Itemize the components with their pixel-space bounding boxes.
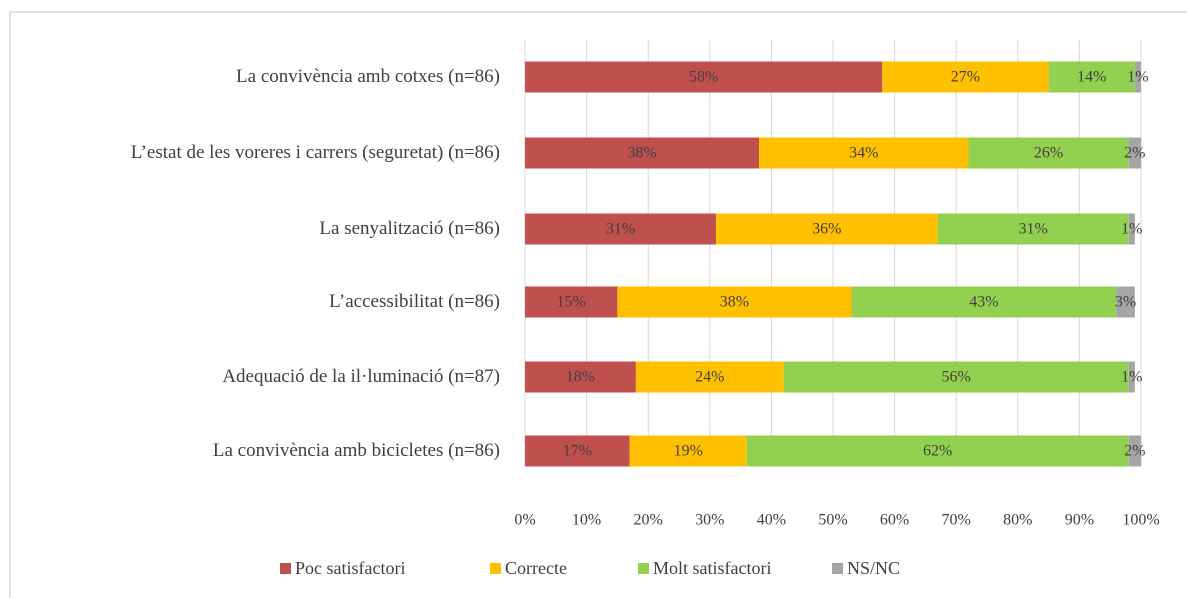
x-tick-label: 30% [695,512,724,529]
chart-border [9,11,1187,598]
bar-segment [1048,61,1135,93]
category-label-box: La senyalització (n=86) [10,199,500,259]
bar-segment [1128,213,1135,245]
bar-segment [525,61,883,93]
bar-segment [1116,286,1135,318]
x-tick-label: 80% [1003,512,1032,529]
data-label: 2% [1124,145,1145,162]
data-label: 38% [720,294,749,311]
y-tick-label: Adequació de la il·luminació (n=87) [222,365,500,387]
bar-segment [617,286,852,318]
data-label: 34% [849,145,878,162]
bar-segment [851,286,1117,318]
bar-segment [759,137,969,169]
bar-segment [525,361,636,393]
x-tick-label: 40% [757,512,786,529]
data-label: 62% [923,443,952,460]
legend-label: Correcte [505,558,567,578]
x-tick-label: 10% [572,512,601,529]
data-label: 36% [812,221,841,238]
data-label: 27% [951,69,980,86]
bar-segment [635,361,784,393]
category-label-box: L’estat de les voreres i carrers (segure… [10,123,500,183]
bar-segment [1134,61,1141,93]
bar-segment [525,137,760,169]
y-tick-label: La senyalització (n=86) [319,217,500,239]
data-label: 56% [942,369,971,386]
data-label: 3% [1115,294,1136,311]
bar-segment [629,435,747,467]
category-label-box: L’accessibilitat (n=86) [10,272,500,332]
bar-segment [525,435,630,467]
bar-segment [937,213,1129,245]
category-label-box: Adequació de la il·luminació (n=87) [10,347,500,407]
category-label-box: Adequació de la il·luminació (n=87) [10,347,500,407]
x-tick-label: 20% [634,512,663,529]
legend-label: NS/NC [847,558,900,578]
bar-segment [968,137,1129,169]
bar-segment [783,361,1129,393]
y-tick-label: L’estat de les voreres i carrers (segure… [130,141,500,163]
data-label: 2% [1124,443,1145,460]
legend-swatch [832,563,843,574]
data-label: 1% [1121,369,1142,386]
x-tick-label: 90% [1065,512,1094,529]
legend-label: Molt satisfactori [653,558,771,578]
data-label: 31% [1019,221,1048,238]
y-tick-label: L’accessibilitat (n=86) [329,290,500,312]
x-tick-label: 50% [818,512,847,529]
x-tick-label: 100% [1122,512,1159,529]
data-label: 38% [627,145,656,162]
category-label-box: La convivència amb cotxes (n=86) [10,47,500,107]
data-label: 24% [695,369,724,386]
bar-segment [715,213,938,245]
bar-segment [1128,361,1135,393]
data-label: 43% [969,294,998,311]
bar-segment [882,61,1049,93]
data-label: 1% [1121,221,1142,238]
data-label: 31% [606,221,635,238]
x-tick-label: 70% [942,512,971,529]
category-label-box: L’estat de les voreres i carrers (segure… [10,123,500,183]
bar-segment [525,286,618,318]
category-label-box: La convivència amb bicicletes (n=86) [10,421,500,481]
category-label-box: La convivència amb cotxes (n=86) [10,47,500,107]
bar-segment [1128,137,1141,169]
y-tick-label: La convivència amb cotxes (n=86) [236,65,500,87]
data-label: 58% [689,69,718,86]
legend-swatch [280,563,291,574]
data-label: 14% [1077,69,1106,86]
category-label-box: L’accessibilitat (n=86) [10,272,500,332]
legend-label: Poc satisfactori [295,558,405,578]
bar-segment [525,213,716,245]
x-tick-label: 0% [514,512,535,529]
data-label: 18% [566,369,595,386]
category-label-box: La convivència amb bicicletes (n=86) [10,421,500,481]
category-label-box: La senyalització (n=86) [10,199,500,259]
bar-segment [746,435,1129,467]
data-label: 26% [1034,145,1063,162]
data-label: 19% [674,443,703,460]
legend-swatch [490,563,501,574]
bar-segment [1128,435,1141,467]
legend-swatch [638,563,649,574]
x-tick-label: 60% [880,512,909,529]
y-tick-label: La convivència amb bicicletes (n=86) [212,439,500,461]
data-label: 15% [557,294,586,311]
data-label: 1% [1127,69,1148,86]
data-label: 17% [563,443,592,460]
